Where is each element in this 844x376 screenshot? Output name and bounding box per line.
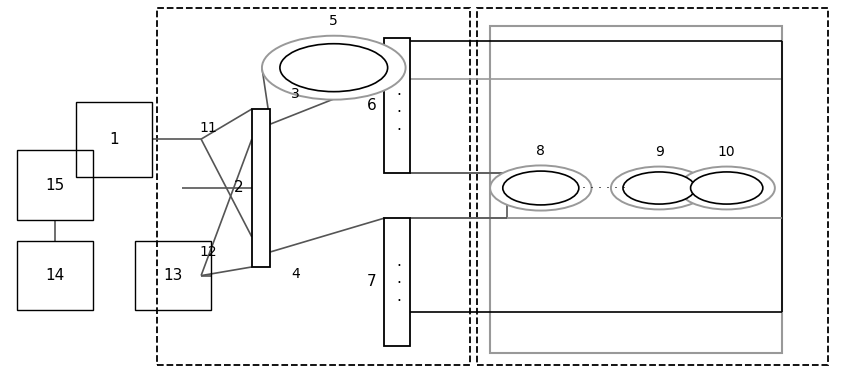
- Circle shape: [279, 44, 387, 92]
- Circle shape: [490, 165, 591, 211]
- Text: 1: 1: [109, 132, 119, 147]
- Text: 7: 7: [366, 274, 376, 290]
- Circle shape: [622, 172, 695, 204]
- Bar: [76, 102, 152, 177]
- Bar: [17, 241, 93, 310]
- Text: 10: 10: [717, 145, 734, 159]
- Circle shape: [610, 167, 706, 209]
- Text: 3: 3: [291, 87, 300, 101]
- Bar: [490, 26, 781, 353]
- Text: ·
·
·: · · ·: [396, 259, 401, 309]
- Bar: [384, 38, 409, 173]
- Circle shape: [690, 172, 762, 204]
- Text: 14: 14: [46, 268, 64, 283]
- Text: 9: 9: [654, 145, 663, 159]
- Bar: [252, 109, 270, 267]
- Text: 11: 11: [198, 121, 217, 135]
- Text: 8: 8: [536, 144, 544, 158]
- Circle shape: [678, 167, 774, 209]
- Bar: [477, 8, 827, 365]
- Bar: [135, 241, 211, 310]
- Text: 13: 13: [164, 268, 182, 283]
- Circle shape: [502, 171, 578, 205]
- Text: 2: 2: [234, 180, 244, 196]
- Bar: [384, 218, 409, 346]
- Bar: [17, 150, 93, 220]
- Text: 12: 12: [199, 245, 216, 259]
- Text: 4: 4: [291, 267, 300, 282]
- Text: 15: 15: [46, 178, 64, 193]
- Text: · · · · · ·: · · · · · ·: [582, 182, 625, 194]
- Text: ·
·
·: · · ·: [396, 88, 401, 138]
- Text: 5: 5: [329, 14, 338, 28]
- Circle shape: [262, 36, 405, 100]
- Bar: [157, 8, 469, 365]
- Text: 6: 6: [366, 98, 376, 113]
